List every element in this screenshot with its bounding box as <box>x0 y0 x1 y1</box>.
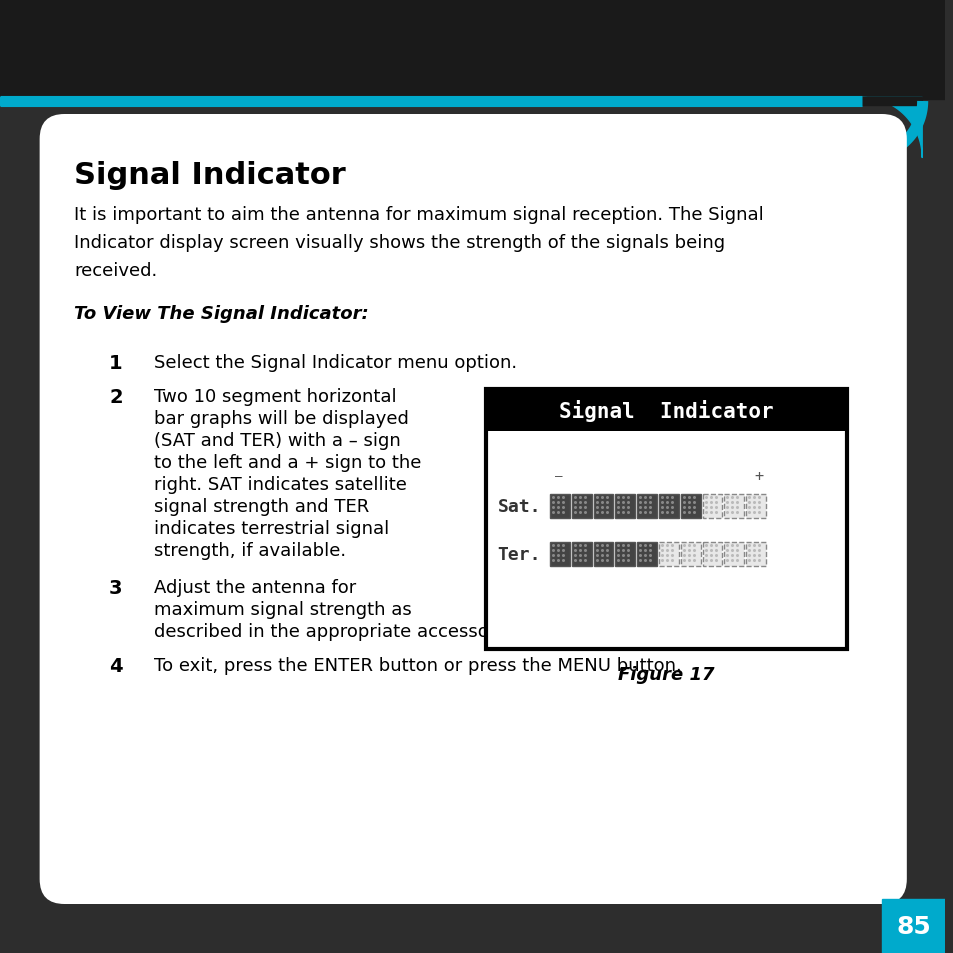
Bar <box>485 390 846 649</box>
Text: Signal  Indicator: Signal Indicator <box>558 399 773 421</box>
Text: Select the Signal Indicator menu option.: Select the Signal Indicator menu option. <box>153 354 517 372</box>
Text: To View The Signal Indicator:: To View The Signal Indicator: <box>74 305 369 323</box>
Text: received.: received. <box>74 262 157 280</box>
Bar <box>571 542 591 566</box>
Text: 3: 3 <box>109 578 122 598</box>
Bar <box>615 542 635 566</box>
Bar <box>745 495 765 518</box>
Bar <box>550 542 569 566</box>
Text: Adjust the antenna for: Adjust the antenna for <box>153 578 355 597</box>
Bar <box>680 495 700 518</box>
Bar <box>0 98 862 106</box>
Bar <box>862 98 921 106</box>
Bar <box>702 495 721 518</box>
Bar <box>571 495 591 518</box>
Bar <box>485 390 846 432</box>
Bar <box>702 542 721 566</box>
Text: maximum signal strength as: maximum signal strength as <box>153 600 411 618</box>
Text: Figure 17: Figure 17 <box>618 665 714 683</box>
Text: right. SAT indicates satellite: right. SAT indicates satellite <box>153 476 406 494</box>
Text: (SAT and TER) with a – sign: (SAT and TER) with a – sign <box>153 432 400 450</box>
Bar <box>593 542 613 566</box>
Text: +: + <box>753 469 762 484</box>
Text: 4: 4 <box>109 657 123 676</box>
Text: described in the appropriate accessory manual.: described in the appropriate accessory m… <box>153 622 585 640</box>
Bar <box>637 542 657 566</box>
Text: strength, if available.: strength, if available. <box>153 541 345 559</box>
Text: 1: 1 <box>109 354 123 373</box>
Bar <box>615 495 635 518</box>
Text: Indicator display screen visually shows the strength of the signals being: Indicator display screen visually shows … <box>74 233 724 252</box>
Bar <box>723 542 743 566</box>
Text: indicates terrestrial signal: indicates terrestrial signal <box>153 519 389 537</box>
Bar <box>882 899 944 953</box>
Text: 2: 2 <box>109 388 123 407</box>
Bar <box>593 495 613 518</box>
Bar <box>550 495 569 518</box>
Bar <box>659 542 679 566</box>
Text: 85: 85 <box>896 914 930 938</box>
Bar <box>637 495 657 518</box>
FancyBboxPatch shape <box>40 115 906 904</box>
Text: to the left and a + sign to the: to the left and a + sign to the <box>153 454 420 472</box>
Text: To exit, press the ENTER button or press the MENU button.: To exit, press the ENTER button or press… <box>153 657 680 675</box>
Bar <box>680 542 700 566</box>
Bar <box>659 495 679 518</box>
Text: Two 10 segment horizontal: Two 10 segment horizontal <box>153 388 395 406</box>
Text: Sat.: Sat. <box>497 497 540 516</box>
Bar <box>745 542 765 566</box>
Bar <box>723 495 743 518</box>
Text: Signal Indicator: Signal Indicator <box>74 160 346 190</box>
Text: signal strength and TER: signal strength and TER <box>153 497 369 516</box>
Text: It is important to aim the antenna for maximum signal reception. The Signal: It is important to aim the antenna for m… <box>74 206 763 224</box>
Text: Ter.: Ter. <box>497 545 540 563</box>
Bar <box>0 0 944 100</box>
Text: bar graphs will be displayed: bar graphs will be displayed <box>153 410 408 428</box>
Text: —: — <box>555 470 562 483</box>
